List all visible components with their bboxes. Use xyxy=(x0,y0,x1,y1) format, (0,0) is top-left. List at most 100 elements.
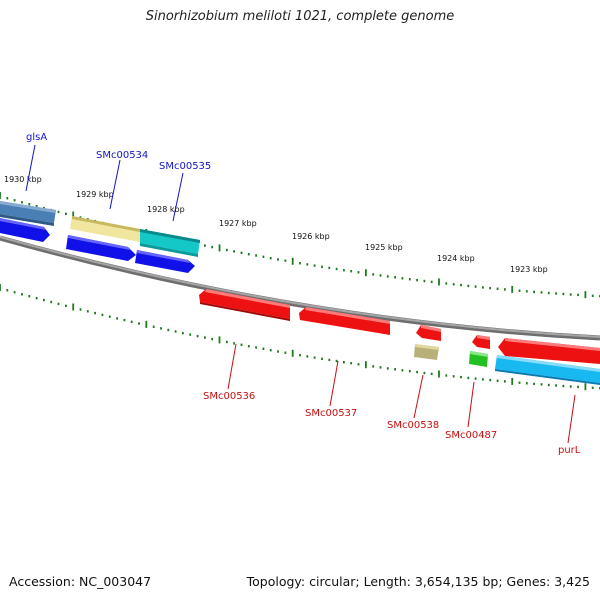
ruler-tick xyxy=(204,336,206,339)
ruler-tick xyxy=(306,355,309,358)
gene-SMc00537[interactable] xyxy=(299,307,390,335)
ruler-tick xyxy=(540,383,543,386)
ruler-tick xyxy=(299,354,301,357)
ruler-tick xyxy=(262,347,265,350)
ruler-tick xyxy=(445,374,448,377)
gene-label[interactable]: SMc00537 xyxy=(305,408,357,419)
ruler-tick xyxy=(584,291,587,299)
gene-blue-2[interactable] xyxy=(66,235,136,261)
ruler-tick xyxy=(577,293,579,297)
top-leader-lines xyxy=(25,144,184,222)
ruler-tick xyxy=(277,258,279,261)
ruler-tick xyxy=(35,297,38,300)
ruler-tick xyxy=(130,320,133,323)
ruler-tick xyxy=(43,298,45,302)
gene-label[interactable]: SMc00538 xyxy=(387,420,439,431)
ruler-tick xyxy=(438,278,440,286)
ruler-tick xyxy=(211,245,214,249)
gene-SMc00535[interactable] xyxy=(140,229,200,257)
ruler-tick xyxy=(430,280,433,284)
gene-purL[interactable] xyxy=(498,338,600,364)
ruler-tick xyxy=(555,292,557,295)
ruler-tick xyxy=(189,333,192,336)
ruler-tick xyxy=(335,267,338,271)
ruler-tick xyxy=(28,203,31,206)
ruler-tick xyxy=(255,346,257,349)
ruler-tick xyxy=(204,244,206,247)
ruler-tick xyxy=(72,303,75,311)
gene-sky[interactable] xyxy=(495,355,600,385)
ruler-tick xyxy=(423,279,426,283)
ruler-tick xyxy=(401,369,404,372)
ruler-tick xyxy=(416,278,418,282)
ruler-tick xyxy=(547,383,550,387)
ruler-label: 1930 kbp xyxy=(4,175,42,184)
ruler-label: 1925 kbp xyxy=(365,243,403,252)
ruler-tick xyxy=(313,264,316,267)
ruler-tick xyxy=(57,302,60,306)
ruler-tick xyxy=(518,381,521,384)
ruler-tick xyxy=(482,378,484,381)
ruler-tick xyxy=(577,385,579,389)
ruler-tick xyxy=(86,310,89,313)
gene-glsA[interactable] xyxy=(0,201,56,226)
ruler-tick xyxy=(79,216,82,219)
ruler-label: 1926 kbp xyxy=(292,232,330,241)
gene-label[interactable]: purL xyxy=(558,445,581,456)
ruler-tick xyxy=(562,292,565,296)
gene-blue-1[interactable] xyxy=(0,218,50,242)
ruler-tick xyxy=(160,327,162,330)
gene-blue-3[interactable] xyxy=(135,250,195,273)
ruler-tick xyxy=(247,253,250,256)
ruler-tick xyxy=(306,263,309,266)
gene-label[interactable]: SMc00487 xyxy=(445,430,497,441)
gene-SMc00534[interactable] xyxy=(70,216,140,242)
ruler-tick xyxy=(489,378,492,382)
ruler-tick xyxy=(247,345,250,348)
gene-green[interactable] xyxy=(469,351,488,367)
ruler-tick xyxy=(123,318,126,322)
ruler-tick xyxy=(350,362,353,365)
ruler-tick xyxy=(13,291,16,294)
ruler-tick xyxy=(284,259,287,262)
ruler-tick xyxy=(591,294,594,297)
ruler-tick xyxy=(291,349,294,357)
ruler-tick xyxy=(386,275,389,278)
ruler-tick xyxy=(233,342,235,345)
gene-label[interactable]: glsA xyxy=(26,132,47,143)
ruler-tick xyxy=(467,284,470,288)
gene-label[interactable]: SMc00535 xyxy=(159,161,211,172)
ruler-tick xyxy=(525,290,528,293)
ruler-tick xyxy=(460,375,462,379)
ruler-tick xyxy=(416,370,418,374)
gene-SMc00538[interactable] xyxy=(416,325,441,341)
gene-SMc00536[interactable] xyxy=(199,289,290,321)
gene-label[interactable]: SMc00534 xyxy=(96,150,148,161)
gene-label[interactable]: SMc00536 xyxy=(203,391,255,402)
ruler-tick xyxy=(394,276,396,279)
ruler-tick xyxy=(343,269,345,272)
gene-olive[interactable] xyxy=(414,344,439,360)
ruler-label: 1923 kbp xyxy=(510,265,548,274)
ruler-tick xyxy=(547,291,550,295)
ruler-tick xyxy=(218,244,221,252)
ruler-label: 1924 kbp xyxy=(437,254,475,263)
ruler-tick xyxy=(152,325,155,328)
ruler-label: 1929 kbp xyxy=(76,190,114,199)
ruler-tick xyxy=(255,254,257,257)
ruler-tick xyxy=(357,271,360,274)
ruler-tick xyxy=(357,363,360,366)
ruler-tick xyxy=(394,368,396,371)
ruler-tick xyxy=(430,372,433,376)
ruler-tick xyxy=(13,199,16,202)
ruler-tick xyxy=(0,284,1,291)
ruler-tick xyxy=(277,350,279,353)
ruler-tick xyxy=(562,384,565,388)
ruler-tick xyxy=(511,285,514,293)
gene-SMc00487[interactable] xyxy=(472,335,490,349)
ruler-tick xyxy=(108,315,111,318)
ruler-tick xyxy=(269,349,272,352)
ruler-tick xyxy=(379,274,382,277)
ruler-tick xyxy=(482,286,484,289)
